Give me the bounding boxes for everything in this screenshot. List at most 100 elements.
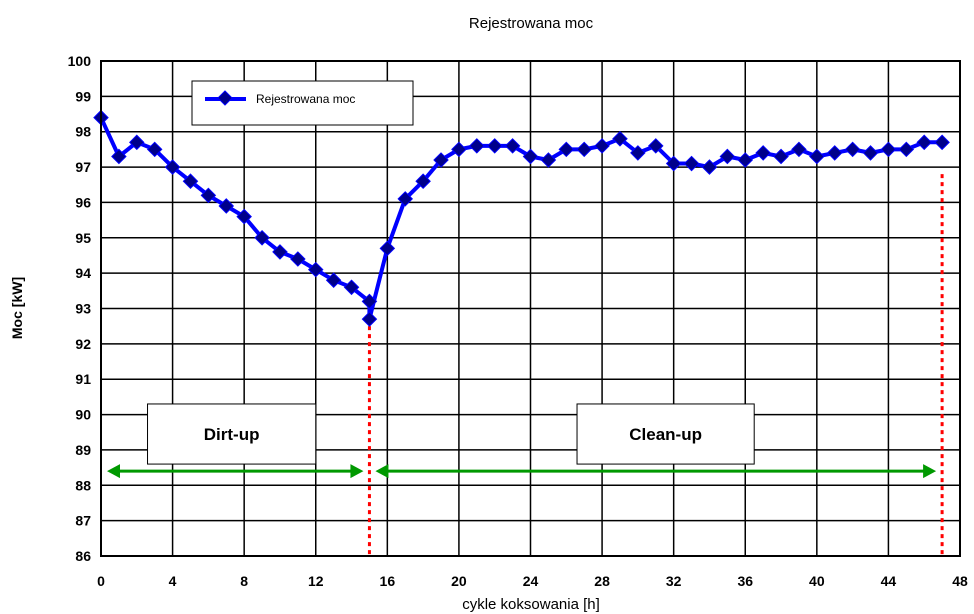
y-tick-label: 89 (75, 442, 91, 458)
data-point (361, 311, 378, 327)
data-point (630, 145, 646, 161)
data-point (129, 134, 145, 151)
data-point (934, 134, 950, 151)
annotation-box (576, 403, 755, 465)
data-point (522, 148, 539, 165)
x-axis-label: cykle koksowania [h] (462, 596, 600, 613)
data-point (343, 279, 360, 296)
data-point (486, 138, 503, 154)
data-point (218, 198, 235, 214)
legend-label: Rejestrowana moc (256, 92, 355, 106)
data-point (254, 230, 270, 246)
x-tick-label: 20 (451, 573, 467, 589)
y-tick-label: 98 (75, 124, 91, 140)
x-tick-labels: 0 4 8 12 16 20 24 28 32 36 40 44 48 (97, 573, 968, 589)
data-point (469, 138, 485, 154)
x-tick-label: 4 (169, 573, 177, 589)
x-tick-label: 44 (881, 573, 897, 589)
x-tick-label: 28 (594, 573, 610, 589)
data-point (415, 173, 431, 189)
data-point (594, 138, 610, 154)
y-tick-label: 91 (75, 371, 91, 387)
y-tick-label: 93 (75, 301, 91, 317)
y-tick-labels: 86 87 88 89 90 91 92 93 94 95 96 97 98 99 100 (68, 53, 92, 564)
data-point (504, 138, 521, 154)
legend: Rejestrowana moc (191, 80, 414, 126)
data-point (809, 148, 825, 165)
data-point (397, 191, 414, 207)
y-tick-label: 86 (75, 548, 91, 564)
data-point (164, 159, 181, 175)
data-point (307, 261, 324, 278)
data-point (182, 173, 199, 189)
data-point (612, 131, 628, 147)
x-tick-label: 0 (97, 573, 105, 589)
data-point (683, 155, 700, 172)
data-point (791, 141, 807, 158)
y-tick-label: 97 (75, 159, 91, 175)
x-tick-label: 24 (523, 573, 539, 589)
x-tick-label: 8 (240, 573, 248, 589)
data-point (111, 148, 127, 165)
data-point (451, 141, 467, 158)
data-point (361, 293, 378, 310)
data-point (433, 152, 449, 168)
legend-marker (217, 90, 233, 106)
legend-box (191, 80, 414, 126)
y-tick-label: 100 (68, 53, 92, 69)
arrow-head-left (107, 464, 120, 479)
data-point (665, 155, 682, 172)
y-tick-label: 96 (75, 194, 91, 210)
data-point (558, 141, 575, 158)
data-point (576, 141, 592, 158)
data-point (146, 141, 163, 158)
y-tick-label: 92 (75, 336, 91, 352)
data-point (844, 141, 861, 158)
y-tick-label: 90 (75, 407, 91, 423)
data-point (898, 141, 915, 158)
annotation-boxes: Dirt-up Clean-up (147, 403, 755, 465)
data-point (540, 152, 557, 168)
y-tick-label: 95 (75, 230, 91, 246)
dirt-up-arrow (107, 464, 364, 479)
annotation-label: Clean-up (629, 425, 702, 444)
x-tick-label: 40 (809, 573, 825, 589)
data-point (647, 138, 664, 154)
arrow-head-right (350, 464, 364, 479)
arrow-head-left (375, 464, 389, 479)
data-point (737, 152, 754, 168)
x-tick-label: 36 (737, 573, 753, 589)
y-tick-label: 88 (75, 477, 91, 493)
series-line (93, 109, 950, 327)
data-point (290, 251, 306, 267)
data-point (236, 208, 252, 225)
dividers-and-arrows (107, 174, 944, 556)
data-point (379, 240, 396, 257)
data-point (862, 145, 879, 161)
y-axis-label: Moc [kW] (9, 277, 25, 339)
data-point (880, 141, 897, 158)
x-tick-label: 16 (380, 573, 396, 589)
data-point (272, 244, 288, 260)
y-tick-label: 87 (75, 513, 91, 529)
arrow-head-right (923, 464, 937, 479)
x-tick-label: 12 (308, 573, 324, 589)
chart-title: Rejestrowana moc (469, 15, 594, 32)
y-tick-label: 99 (75, 88, 91, 104)
x-tick-label: 48 (952, 573, 968, 589)
data-point (826, 145, 843, 161)
data-point (200, 187, 217, 204)
x-tick-label: 32 (666, 573, 682, 589)
data-point (325, 272, 342, 288)
data-point (916, 134, 932, 151)
y-tick-label: 94 (75, 265, 91, 281)
clean-up-arrow (375, 464, 937, 479)
data-point (701, 159, 718, 175)
data-point (719, 148, 736, 165)
plot-frame (100, 60, 961, 557)
data-point (755, 145, 771, 161)
annotation-box (147, 403, 317, 465)
annotation-label: Dirt-up (204, 425, 260, 444)
data-point (773, 148, 789, 165)
